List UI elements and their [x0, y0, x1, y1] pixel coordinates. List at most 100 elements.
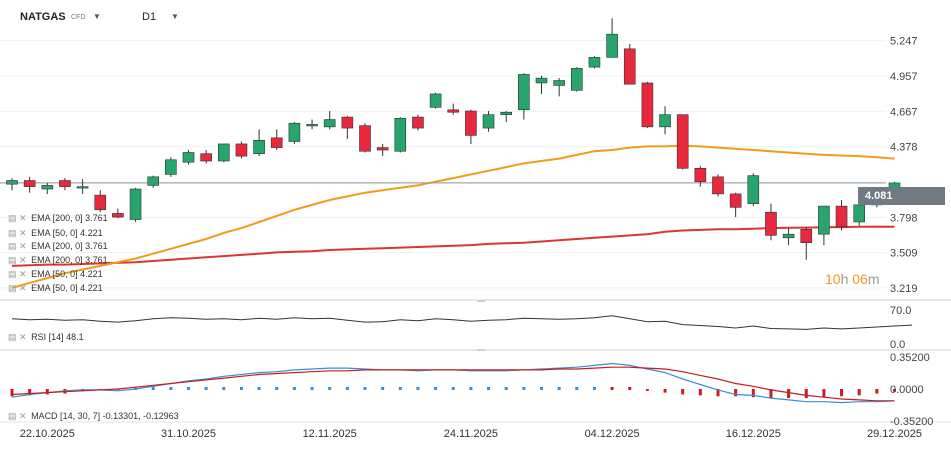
macd-histogram-bar — [398, 387, 402, 390]
candle — [218, 143, 230, 163]
candle — [59, 178, 71, 191]
candle-body — [306, 124, 318, 127]
candle — [147, 175, 159, 188]
macd-histogram-bar — [451, 387, 455, 390]
candle-body — [341, 116, 354, 129]
indicator-legend-item[interactable]: ▤ ✕ EMA [200, 0] 3.761 — [8, 213, 108, 223]
candle-body — [500, 111, 513, 115]
indicator-legend-item[interactable]: ▤ ✕ EMA [50, 0] 4.221 — [8, 283, 103, 293]
indicator-settings-icon[interactable]: ▤ ✕ — [8, 213, 27, 223]
candle-body — [412, 116, 424, 129]
candle — [112, 208, 124, 219]
candle-body — [835, 205, 848, 228]
candle — [306, 119, 318, 130]
candle-body — [518, 74, 530, 111]
candle-body — [782, 233, 795, 239]
macd-histogram-bar — [787, 389, 791, 399]
candle — [588, 56, 601, 69]
macd-histogram-bar — [187, 387, 190, 390]
price-axis-label: 4.957 — [890, 71, 918, 83]
macd-histogram-bar — [345, 387, 349, 390]
rsi-axis-label: 0.0 — [890, 339, 905, 351]
macd-histogram-bar — [381, 387, 385, 390]
symbol-name[interactable]: NATGAS — [20, 11, 66, 23]
indicator-legend-item[interactable]: ▤ ✕ EMA [50, 0] 4.221 — [8, 269, 103, 279]
macd-histogram-bar — [292, 387, 296, 390]
candle-body — [200, 153, 212, 162]
date-axis-label: 31.10.2025 — [161, 428, 216, 440]
candle — [606, 18, 618, 58]
macd-histogram-bar — [628, 387, 632, 390]
date-axis-label: 04.12.2025 — [585, 428, 640, 440]
pane-resize-handle[interactable] — [477, 300, 485, 302]
timeframe-dropdown-icon[interactable]: ▼ — [171, 12, 179, 21]
candle — [623, 43, 636, 85]
macd-histogram-bar — [663, 389, 667, 393]
macd-histogram-bar — [575, 387, 579, 390]
candle-body — [623, 48, 636, 85]
macd-histogram-bar — [522, 387, 526, 390]
candle — [23, 176, 36, 193]
current-price-label: 4.081 — [858, 187, 945, 205]
candle-body — [712, 176, 724, 195]
date-axis-label: 16.12.2025 — [726, 428, 781, 440]
candle-body — [747, 175, 760, 204]
candle — [270, 129, 283, 151]
symbol-dropdown-icon[interactable]: ▼ — [93, 12, 101, 21]
price-axis-label: 3.219 — [890, 283, 918, 295]
ema-50-line — [11, 144, 895, 289]
macd-histogram-bar — [875, 389, 879, 394]
macd-histogram-bar — [592, 387, 596, 390]
indicator-settings-icon[interactable]: ▤ ✕ — [8, 411, 27, 421]
candle — [818, 205, 830, 246]
macd-histogram-bar — [716, 389, 720, 397]
candle — [341, 115, 354, 140]
rsi-line — [11, 315, 913, 330]
macd-histogram-bar — [169, 387, 173, 390]
indicator-settings-icon[interactable]: ▤ ✕ — [8, 283, 27, 293]
candle-body — [482, 114, 495, 129]
indicator-settings-icon[interactable]: ▤ ✕ — [8, 228, 27, 238]
candle — [518, 73, 530, 120]
macd-histogram-bar — [540, 387, 543, 390]
date-axis-label: 12.11.2025 — [303, 428, 357, 440]
timeframe-label[interactable]: D1 — [142, 11, 157, 23]
candle — [659, 106, 671, 135]
price-axis-label: 4.378 — [890, 142, 918, 154]
indicator-legend-item[interactable]: ▤ ✕ EMA [200, 0] 3.761 — [8, 255, 108, 265]
candle — [182, 150, 195, 165]
candle-body — [59, 180, 71, 187]
indicator-settings-icon[interactable]: ▤ ✕ — [8, 255, 27, 265]
macd-histogram-bar — [10, 389, 14, 397]
candle — [535, 75, 548, 94]
macd-histogram-bar — [416, 387, 420, 390]
indicator-legend-item[interactable]: ▤ ✕ EMA [50, 0] 4.221 — [8, 228, 103, 238]
candle-body — [553, 80, 565, 86]
macd-signal-line — [11, 366, 895, 402]
candle-body — [570, 68, 583, 91]
candle — [570, 67, 583, 92]
macd-histogram-bar — [557, 387, 561, 390]
macd-legend[interactable]: ▤ ✕ MACD [14, 30, 7] -0.13301, -0.12963 — [8, 411, 179, 421]
candle — [676, 114, 689, 170]
candle-body — [765, 211, 777, 236]
candle — [41, 182, 54, 194]
macd-histogram-bar — [822, 389, 826, 398]
candle-body — [359, 125, 371, 152]
macd-histogram-bar — [222, 387, 226, 390]
candle-body — [235, 143, 248, 157]
macd-histogram-bar — [645, 389, 649, 391]
macd-histogram-bar — [840, 389, 844, 397]
candle — [288, 121, 301, 144]
date-axis-label: 29.12.2025 — [867, 428, 922, 440]
candle-body — [818, 205, 830, 235]
rsi-legend[interactable]: ▤ ✕ RSI [14] 48.1 — [8, 332, 84, 342]
indicator-settings-icon[interactable]: ▤ ✕ — [8, 269, 27, 279]
indicator-settings-icon[interactable]: ▤ ✕ — [8, 332, 27, 342]
candle-body — [112, 213, 124, 218]
pane-resize-handle[interactable] — [477, 349, 485, 351]
indicator-legend-item[interactable]: ▤ ✕ EMA [200, 0] 3.761 — [8, 241, 108, 251]
candle — [500, 111, 513, 122]
indicator-settings-icon[interactable]: ▤ ✕ — [8, 241, 27, 251]
